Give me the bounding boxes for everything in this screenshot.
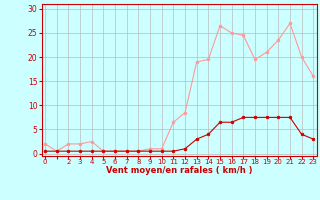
X-axis label: Vent moyen/en rafales ( km/h ): Vent moyen/en rafales ( km/h ) xyxy=(106,166,252,175)
